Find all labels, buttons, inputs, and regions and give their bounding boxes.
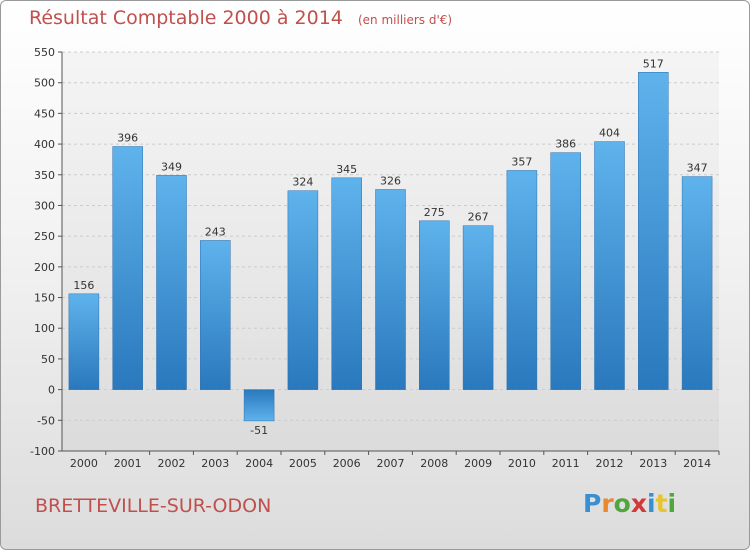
x-tick-label-2005: 2005 <box>289 457 317 470</box>
chart-unit-note: (en milliers d'€) <box>357 13 453 27</box>
data-label-2001: 396 <box>117 132 138 145</box>
x-tick-label-2001: 2001 <box>114 457 142 470</box>
logo-letter: o <box>613 489 631 518</box>
y-tick-label: 300 <box>34 199 55 212</box>
x-tick-label-2011: 2011 <box>552 457 580 470</box>
data-label-2010: 357 <box>511 155 532 168</box>
bar-2010 <box>506 170 538 390</box>
y-tick-label: 250 <box>34 230 55 243</box>
y-tick-label: 0 <box>48 384 55 397</box>
x-tick-label-2014: 2014 <box>683 457 711 470</box>
data-label-2007: 326 <box>380 175 401 188</box>
proxiti-logo: Proxiti <box>583 489 676 518</box>
logo-letter: t <box>655 489 668 518</box>
x-tick-label-2006: 2006 <box>333 457 361 470</box>
y-tick-label: 500 <box>34 77 55 90</box>
x-tick-label-2004: 2004 <box>245 457 273 470</box>
bar-2003 <box>200 240 231 390</box>
bar-2007 <box>375 189 406 390</box>
data-label-2008: 275 <box>424 206 445 219</box>
y-tick-label: 200 <box>34 261 55 274</box>
chart-title: Résultat Comptable 2000 à 2014 <box>29 7 343 29</box>
y-tick-label: 150 <box>34 292 55 305</box>
x-tick-label-2013: 2013 <box>639 457 667 470</box>
data-label-2003: 243 <box>205 225 226 238</box>
data-label-2012: 404 <box>599 127 620 140</box>
bar-2001 <box>112 146 143 390</box>
axes: -100 -50 0 50 100 150 200 250 300 350 400 450 500 550… <box>30 46 720 470</box>
bar-2006 <box>331 177 362 390</box>
logo-letter: P <box>583 489 602 518</box>
bar-2012 <box>594 141 625 390</box>
bar-2009 <box>462 225 494 390</box>
data-label-2004: -51 <box>250 424 268 437</box>
x-tick-label-2012: 2012 <box>596 457 624 470</box>
bar-2002 <box>156 175 187 390</box>
bar-2004 <box>243 389 275 422</box>
data-label-2006: 345 <box>336 163 357 176</box>
x-tick-label-2002: 2002 <box>158 457 186 470</box>
y-tick-label: 450 <box>34 107 55 120</box>
logo-letter: r <box>601 489 614 518</box>
y-tick-label: 100 <box>34 322 55 335</box>
data-label-2002: 349 <box>161 160 182 173</box>
bars <box>68 72 713 422</box>
y-tick-label: 50 <box>41 353 55 366</box>
y-tick-label: 400 <box>34 138 55 151</box>
data-labels: 156 396 349 243 -51 324 345 326 275 267 357 386 404 5… <box>73 57 707 437</box>
x-tick-label-2007: 2007 <box>377 457 405 470</box>
data-label-2011: 386 <box>555 138 576 151</box>
x-tick-label-2000: 2000 <box>70 457 98 470</box>
bar-2014 <box>681 176 713 390</box>
y-tick-label: -50 <box>37 414 55 427</box>
x-tick-label-2008: 2008 <box>420 457 448 470</box>
bar-2013 <box>638 72 669 390</box>
logo-letter: i <box>647 489 656 518</box>
logo-letter: i <box>667 489 677 518</box>
bar-2011 <box>550 152 581 390</box>
y-tick-label: 350 <box>34 169 55 182</box>
y-tick-label: 550 <box>34 46 55 59</box>
data-label-2000: 156 <box>73 279 94 292</box>
data-label-2005: 324 <box>292 176 313 189</box>
city-name: BRETTEVILLE-SUR-ODON <box>35 495 272 517</box>
data-label-2014: 347 <box>687 162 708 175</box>
data-label-2013: 517 <box>643 57 664 70</box>
bar-2005 <box>287 190 319 390</box>
x-tick-label-2009: 2009 <box>464 457 492 470</box>
x-tick-label-2010: 2010 <box>508 457 536 470</box>
logo-letter: x <box>630 489 647 518</box>
bar-2008 <box>419 220 450 390</box>
data-label-2009: 267 <box>468 211 489 224</box>
bar-2000 <box>68 293 100 390</box>
chart-title-block: Résultat Comptable 2000 à 2014 (en milli… <box>29 7 452 29</box>
x-tick-label-2003: 2003 <box>201 457 229 470</box>
y-tick-label: -100 <box>30 445 55 458</box>
